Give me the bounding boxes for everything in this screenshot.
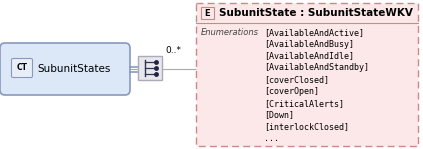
Text: [AvailableAndBusy]: [AvailableAndBusy] bbox=[264, 40, 354, 49]
Text: [coverClosed]: [coverClosed] bbox=[264, 75, 329, 84]
Text: ...: ... bbox=[264, 134, 279, 143]
Text: 0..*: 0..* bbox=[165, 46, 181, 55]
Text: CT: CT bbox=[16, 63, 27, 73]
Text: [CriticalAlerts]: [CriticalAlerts] bbox=[264, 99, 344, 108]
FancyBboxPatch shape bbox=[0, 43, 130, 95]
Bar bbox=[138, 56, 162, 80]
Text: E: E bbox=[205, 8, 210, 17]
Text: Enumerations: Enumerations bbox=[201, 28, 259, 37]
Text: [AvailableAndActive]: [AvailableAndActive] bbox=[264, 28, 364, 37]
Text: [Down]: [Down] bbox=[264, 111, 294, 120]
Text: SubunitState : SubunitStateWKV: SubunitState : SubunitStateWKV bbox=[219, 8, 413, 18]
Text: SubunitStates: SubunitStates bbox=[37, 64, 110, 74]
Text: [AvailableAndStandby]: [AvailableAndStandby] bbox=[264, 63, 369, 72]
FancyBboxPatch shape bbox=[11, 59, 33, 77]
Text: [interlockClosed]: [interlockClosed] bbox=[264, 122, 349, 131]
Bar bbox=[196, 3, 418, 146]
Text: [coverOpen]: [coverOpen] bbox=[264, 87, 319, 96]
Bar bbox=[201, 7, 214, 19]
Text: [AvailableAndIdle]: [AvailableAndIdle] bbox=[264, 52, 354, 61]
